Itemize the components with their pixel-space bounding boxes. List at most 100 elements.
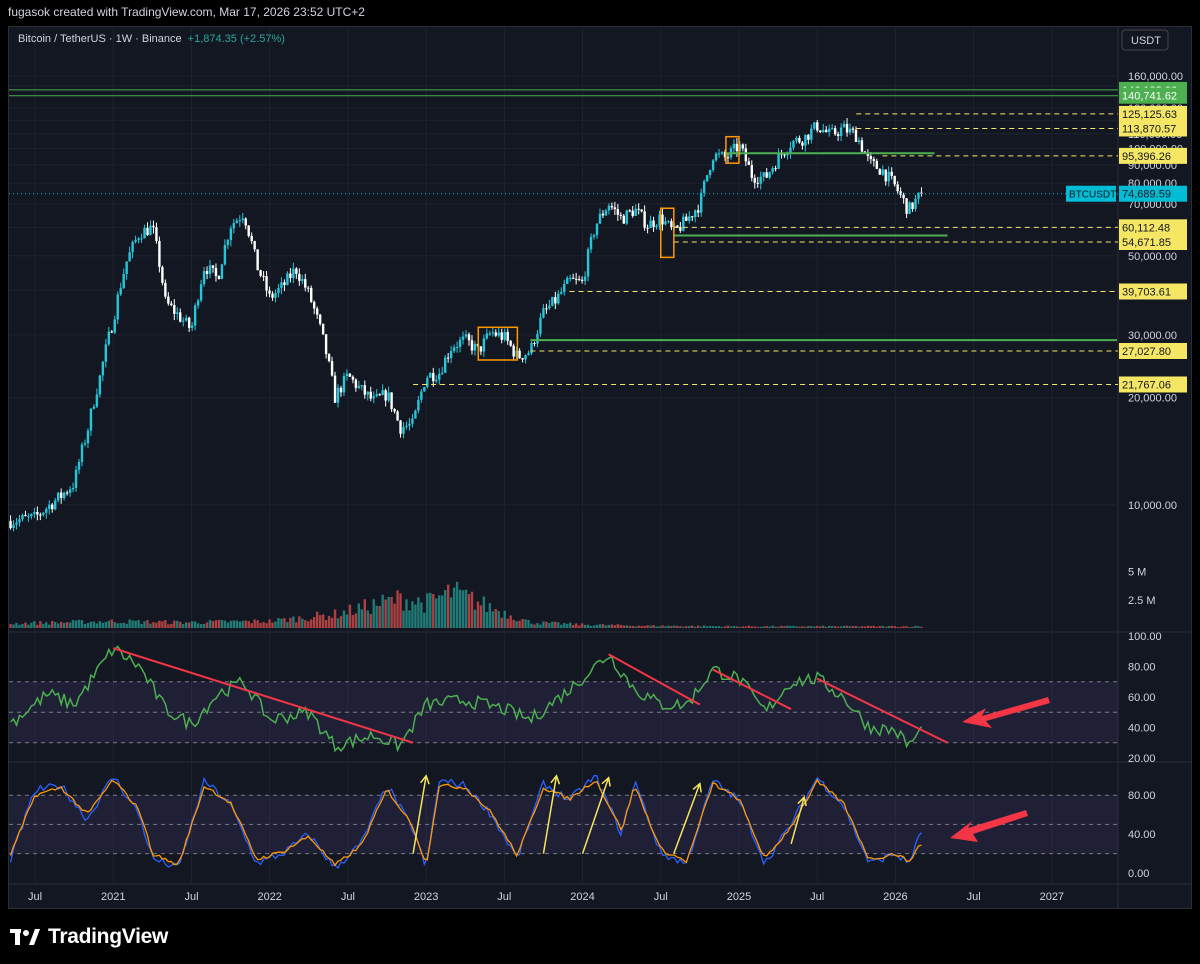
candle-body — [95, 394, 99, 407]
candle-body — [24, 515, 27, 517]
candle-body — [143, 227, 146, 239]
candle-body — [56, 492, 60, 501]
candle-body — [104, 344, 108, 362]
volume-bar — [685, 626, 688, 628]
rsi-tick-label: 40.00 — [1128, 723, 1156, 735]
candle-body — [726, 157, 730, 159]
volume-bar — [68, 622, 72, 628]
volume-bar — [432, 594, 435, 628]
candle-body — [914, 198, 917, 210]
volume-bar — [810, 626, 813, 628]
candle-body — [816, 122, 819, 131]
volume-bar — [753, 626, 756, 628]
volume-bar — [491, 611, 495, 628]
candle-body — [750, 164, 753, 178]
candle-body — [610, 205, 614, 208]
volume-bar — [348, 604, 352, 628]
volume-bar — [598, 624, 602, 628]
candle-body — [83, 443, 87, 445]
volume-bar — [455, 581, 459, 628]
volume-bar — [104, 621, 108, 628]
volume-bar — [827, 625, 831, 628]
volume-bar — [360, 609, 364, 628]
volume-bar — [235, 620, 239, 628]
candle-body — [756, 182, 759, 184]
candle-body — [881, 169, 884, 175]
volume-bar — [819, 626, 822, 628]
candle-body — [533, 342, 536, 344]
last-price-symbol: BTCUSDT — [1069, 190, 1116, 201]
volume-bar — [375, 605, 378, 628]
volume-bar — [74, 620, 78, 628]
candle-body — [312, 301, 316, 309]
candle-body — [643, 211, 646, 228]
volume-bar — [30, 622, 33, 628]
stoch-arrow-annotation — [542, 775, 558, 854]
candle-body — [292, 268, 295, 279]
candle-body — [80, 444, 84, 462]
candle-body — [443, 357, 447, 373]
volume-bar — [292, 616, 295, 628]
candle-body — [646, 227, 649, 229]
candle-body — [59, 492, 63, 498]
brand[interactable]: TradingView — [10, 925, 168, 949]
candle-body — [682, 216, 685, 231]
candle-body — [813, 122, 816, 129]
volume-bar — [881, 625, 884, 628]
candle-body — [530, 342, 533, 354]
volume-bar — [586, 624, 590, 628]
candle-body — [21, 515, 24, 520]
volume-bar — [857, 626, 861, 628]
candle-body — [595, 223, 599, 236]
candle-body — [488, 333, 492, 335]
candle-body — [714, 153, 718, 161]
candle-body — [467, 334, 471, 341]
candle-body — [265, 276, 268, 291]
candle-body — [708, 169, 712, 176]
volume-bar — [601, 624, 605, 628]
volume-bar — [497, 611, 500, 628]
candle-body — [664, 221, 667, 225]
candle-body — [694, 210, 697, 218]
candle-body — [732, 143, 736, 149]
candle-body — [30, 513, 33, 517]
volume-bar — [36, 624, 39, 628]
volume-bar — [48, 624, 51, 628]
candle-body — [723, 152, 727, 158]
volume-bar — [851, 626, 855, 628]
candle-body — [77, 461, 81, 470]
candle-body — [893, 175, 896, 185]
candle-body — [717, 153, 721, 155]
candle-body — [283, 282, 286, 285]
candle-body — [649, 220, 652, 229]
volume-bars — [9, 581, 923, 628]
candle-body — [375, 394, 378, 397]
credit-text: fugasok created with TradingView.com, Ma… — [8, 5, 365, 19]
volume-bar — [378, 606, 381, 628]
volume-bar — [682, 626, 685, 628]
volume-bar — [661, 625, 664, 628]
volume-bar — [655, 626, 658, 628]
candle-body — [438, 373, 441, 380]
price-level-label: 60,112.48 — [1122, 222, 1170, 234]
candle-body — [318, 314, 322, 324]
volume-bar — [9, 624, 12, 628]
volume-bar — [580, 623, 584, 628]
candle-body — [452, 347, 456, 352]
volume-bar — [301, 618, 304, 628]
volume-bar — [577, 625, 581, 628]
candle-body — [583, 276, 587, 281]
volume-bar — [182, 624, 185, 628]
volume-bar — [307, 621, 310, 628]
volume-bar — [125, 623, 128, 628]
time-tick-label: Jul — [497, 891, 511, 903]
price-level-label: 27,027.80 — [1122, 346, 1171, 358]
candle-body — [187, 317, 191, 328]
volume-bar — [899, 626, 902, 628]
candle-body — [45, 508, 48, 513]
volume-bar — [726, 625, 730, 628]
volume-bar — [816, 625, 819, 628]
volume-bar — [798, 626, 801, 628]
volume-bar — [423, 612, 426, 628]
